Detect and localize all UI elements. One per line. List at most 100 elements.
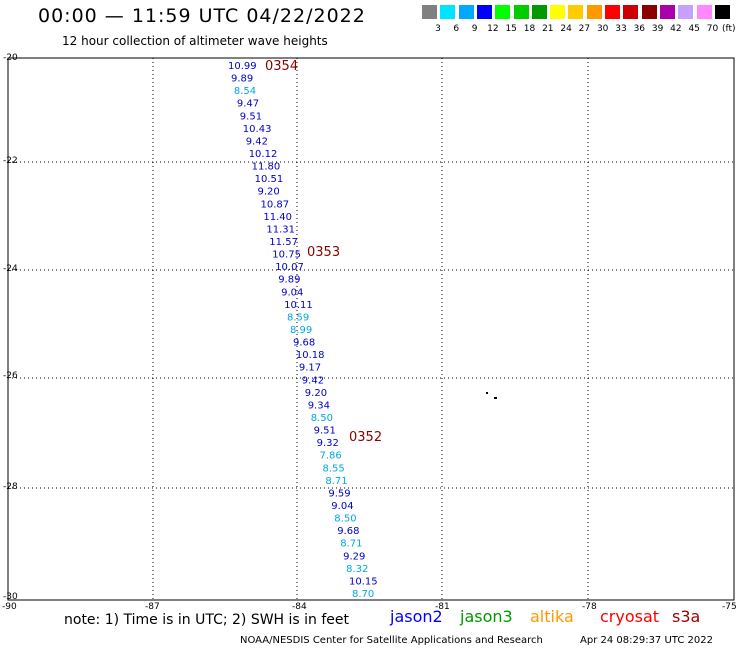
legend-label: 36 (633, 24, 646, 34)
lon-label: -81 (435, 602, 450, 612)
wave-height-value: 10.15 (349, 576, 378, 587)
legend-label: 33 (615, 24, 627, 34)
satellite-name: s3a (672, 607, 701, 626)
wave-height-value: 9.47 (237, 99, 259, 110)
wave-height-value: 9.04 (331, 501, 353, 512)
legend-label: 12 (487, 24, 499, 34)
orbit-number: 0352 (349, 430, 382, 445)
legend-swatch (659, 5, 675, 19)
wave-height-value: 9.59 (328, 488, 350, 499)
legend-swatch (568, 5, 584, 19)
lon-label: -78 (582, 602, 597, 612)
wave-height-value: 8.50 (311, 413, 333, 424)
legend-label: 9 (471, 24, 478, 34)
wave-height-value: 9.89 (278, 275, 300, 286)
legend-swatch (458, 5, 474, 19)
map-subtitle: 12 hour collection of altimeter wave hei… (62, 34, 328, 48)
wave-height-value: 9.32 (317, 438, 339, 449)
wave-height-value: 9.42 (302, 375, 324, 386)
wave-height-value: 8.71 (340, 539, 362, 550)
legend-swatch (440, 5, 456, 19)
legend-swatch (623, 5, 639, 19)
wave-height-value: 9.89 (231, 74, 253, 85)
wave-height-value: 11.40 (263, 212, 292, 223)
wave-height-value: 9.20 (305, 388, 327, 399)
wave-height-value: 10.11 (284, 300, 313, 311)
lat-label: -26 (3, 371, 18, 381)
wave-height-value: 9.04 (281, 287, 303, 298)
wave-height-value: 11.31 (266, 224, 295, 235)
satellite-name: jason3 (460, 607, 513, 626)
legend-label: 30 (596, 24, 609, 34)
legend-label: 24 (560, 24, 572, 34)
legend-swatch (531, 5, 547, 19)
wave-height-value: 8.71 (325, 476, 347, 487)
legend-label: 18 (523, 24, 536, 34)
wave-height-value: 8.99 (290, 325, 312, 336)
wave-height-value: 9.51 (314, 426, 336, 437)
wave-height-value: 9.42 (246, 136, 268, 147)
wave-height-value: 9.51 (240, 111, 262, 122)
wave-height-value: 9.68 (337, 526, 359, 537)
wave-height-value: 8.32 (346, 564, 368, 575)
legend-swatch (550, 5, 566, 19)
wave-height-value: 10.75 (272, 250, 301, 261)
lon-label: -84 (292, 602, 307, 612)
legend-label: 70 (706, 24, 719, 34)
satellite-name: altika (530, 607, 574, 626)
wave-height-value: 9.17 (299, 363, 321, 374)
wave-height-value: 8.50 (334, 514, 356, 525)
legend-label: 39 (651, 24, 664, 34)
legend-label: 15 (505, 24, 517, 34)
orbit-labels: 0354 0353 0352 (265, 59, 382, 445)
wave-height-value: 10.43 (243, 124, 272, 135)
legend-label: 27 (578, 24, 591, 34)
satellite-name: cryosat (600, 607, 660, 626)
wave-height-value: 9.34 (308, 400, 330, 411)
legend-swatch (641, 5, 657, 19)
legend-swatch (476, 5, 492, 19)
footer-note: note: 1) Time is in UTC; 2) SWH is in fe… (64, 612, 350, 628)
legend-swatch (513, 5, 529, 19)
graticule (8, 58, 734, 600)
wave-height-value: 9.20 (258, 187, 280, 198)
wave-height-value: 8.55 (323, 463, 345, 474)
wave-height-value: 10.07 (275, 262, 304, 273)
legend-label: 6 (453, 24, 460, 34)
legend-label: 21 (542, 24, 554, 34)
lat-label: -28 (3, 482, 18, 492)
legend-swatch (696, 5, 712, 19)
lon-label: -87 (145, 602, 160, 612)
legend-swatch (714, 5, 730, 19)
lat-label: -22 (3, 156, 18, 166)
orbit-number: 0353 (307, 245, 340, 260)
wave-height-value: 10.51 (255, 174, 284, 185)
wave-height-value: 11.57 (269, 237, 298, 248)
legend-swatch (586, 5, 602, 19)
satellite-name: jason2 (390, 607, 443, 626)
wave-height-value: 10.87 (261, 199, 290, 210)
map-title: 00:00 — 11:59 UTC 04/22/2022 (38, 5, 366, 27)
lon-label: -75 (722, 602, 737, 612)
wave-height-value: 9.29 (343, 551, 365, 562)
legend-swatch (422, 5, 437, 19)
wave-height-value: 7.86 (320, 451, 342, 462)
island-dot (494, 397, 497, 399)
legend-swatch (605, 5, 620, 19)
wave-height-value: 10.18 (296, 350, 325, 361)
wave-height-value: 9.68 (293, 338, 315, 349)
wave-height-value: 8.70 (352, 589, 374, 600)
island-dot (486, 392, 488, 394)
legend-label: 42 (670, 24, 682, 34)
lon-label: -90 (2, 602, 17, 612)
legend-swatch (495, 5, 511, 19)
legend-swatch (678, 5, 694, 19)
wave-height-value: 10.12 (249, 149, 278, 160)
wave-height-track: 10.999.898.549.479.5110.439.4210.1211.80… (228, 61, 378, 600)
wave-height-value: 11.80 (252, 162, 281, 173)
lat-label: -24 (3, 264, 18, 274)
lat-label: -30 (3, 592, 18, 602)
map-frame (7, 57, 735, 601)
island-marks (486, 392, 497, 399)
